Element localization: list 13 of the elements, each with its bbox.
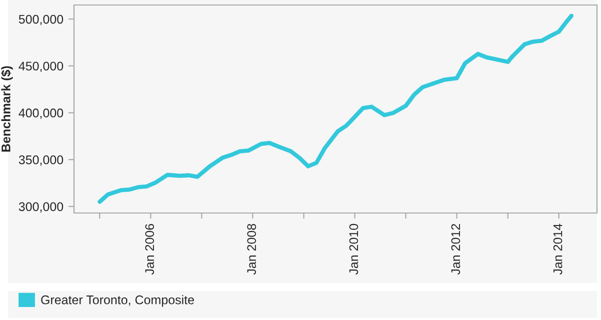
x-tick-label: Jan 2012 xyxy=(451,224,460,275)
line-series xyxy=(98,14,574,204)
x-tick-label: Jan 2006 xyxy=(145,224,154,275)
y-tick-label: 350,000 xyxy=(18,155,64,166)
y-axis-title: Benchmark ($) xyxy=(0,66,13,152)
x-tick-label: Jan 2014 xyxy=(553,224,562,275)
y-tick-label: 450,000 xyxy=(18,62,64,72)
x-tick-label: Jan 2008 xyxy=(247,224,256,275)
x-tick-label: Jan 2010 xyxy=(349,224,358,275)
y-tick-label: 400,000 xyxy=(18,108,64,119)
y-tick-label: 300,000 xyxy=(18,202,64,213)
y-tick-label: 500,000 xyxy=(18,14,64,26)
legend-label: Greater Toronto, Composite xyxy=(41,295,194,307)
